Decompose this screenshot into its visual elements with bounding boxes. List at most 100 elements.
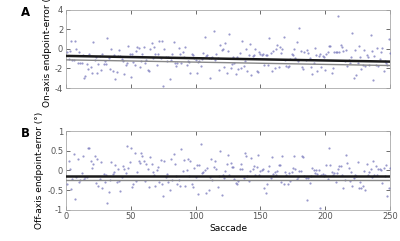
Point (387, 167, 393, 170)
Point (383, 164, 389, 167)
Point (121, 72, 128, 76)
Point (222, 169, 229, 173)
Point (190, 186, 196, 189)
Point (98, 68, 104, 72)
Point (361, 169, 367, 173)
Point (185, 158, 191, 161)
Point (378, 50, 384, 54)
Point (331, 50, 338, 54)
Point (68, 187, 74, 191)
Point (239, 39, 246, 43)
Point (332, 181, 339, 184)
Point (111, 54, 117, 57)
Point (194, 163, 200, 167)
Point (137, 161, 143, 165)
Point (169, 178, 176, 182)
Point (304, 199, 310, 202)
Point (327, 44, 334, 48)
Point (159, 39, 165, 43)
Point (272, 66, 278, 70)
Point (275, 65, 282, 68)
Point (151, 173, 157, 177)
Point (124, 144, 130, 148)
Point (129, 52, 135, 56)
Point (365, 55, 371, 59)
Point (86, 147, 92, 150)
Point (225, 49, 231, 53)
Point (166, 77, 173, 81)
Point (221, 177, 227, 181)
Point (265, 169, 271, 173)
Point (314, 69, 321, 73)
Point (135, 159, 142, 163)
Point (152, 52, 159, 56)
Point (299, 154, 305, 158)
Point (240, 176, 247, 180)
Point (266, 36, 273, 40)
Point (112, 77, 118, 81)
Point (99, 52, 106, 56)
Point (312, 171, 318, 175)
Point (353, 174, 360, 178)
Point (178, 61, 184, 65)
Point (133, 49, 139, 53)
Point (207, 175, 213, 179)
Point (331, 171, 338, 175)
Point (330, 66, 336, 70)
Point (236, 167, 243, 171)
Point (284, 65, 291, 69)
Point (191, 56, 198, 60)
Point (253, 69, 260, 73)
Point (205, 188, 212, 192)
Point (284, 182, 291, 186)
Point (187, 72, 194, 75)
Point (309, 72, 316, 76)
Point (89, 166, 95, 170)
Point (290, 53, 296, 57)
Point (352, 173, 358, 177)
Point (222, 41, 229, 45)
Point (292, 167, 298, 171)
Point (330, 173, 336, 177)
Point (208, 157, 214, 161)
Point (374, 173, 380, 176)
Point (217, 43, 224, 47)
Point (288, 52, 295, 56)
Point (299, 65, 305, 69)
Point (139, 52, 146, 56)
Point (73, 47, 80, 51)
Point (282, 170, 288, 174)
Point (294, 40, 300, 44)
Point (310, 168, 317, 172)
Point (255, 154, 261, 157)
Point (195, 192, 201, 196)
Point (113, 70, 120, 74)
Point (86, 52, 92, 56)
Point (370, 78, 376, 81)
Point (366, 170, 372, 174)
Point (174, 61, 181, 65)
Point (257, 53, 264, 56)
Point (294, 177, 300, 181)
Point (64, 182, 70, 186)
Point (205, 57, 212, 60)
Point (82, 74, 89, 78)
Point (323, 163, 330, 167)
Point (322, 68, 328, 72)
Point (169, 52, 176, 56)
Point (103, 62, 109, 66)
Point (88, 160, 94, 163)
Point (246, 180, 252, 183)
Point (247, 169, 253, 173)
Point (238, 162, 244, 166)
Point (239, 167, 246, 171)
Point (190, 53, 196, 57)
Point (216, 68, 222, 72)
Point (280, 182, 287, 186)
Point (251, 164, 257, 168)
Point (309, 166, 316, 170)
Point (248, 73, 254, 77)
Point (306, 181, 313, 185)
Point (312, 47, 318, 50)
Point (320, 54, 326, 58)
